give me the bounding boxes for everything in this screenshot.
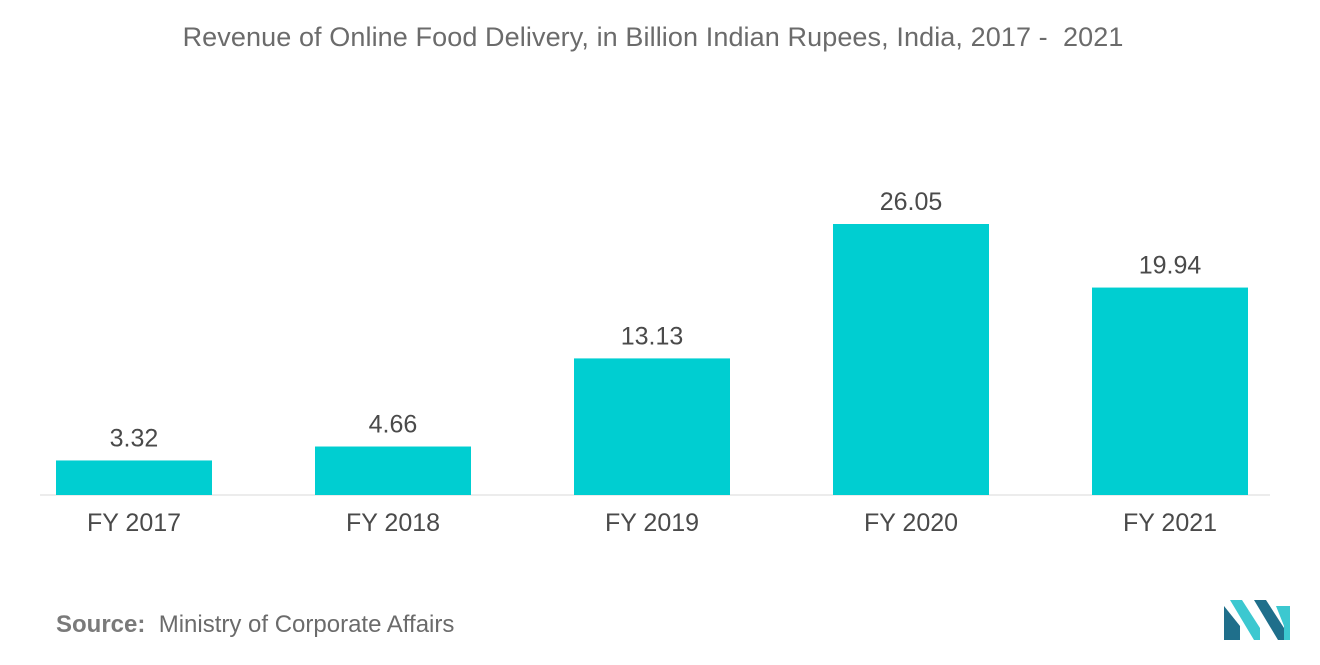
category-labels-group: FY 2017 FY 2018 FY 2019 FY 2020 FY 2021 bbox=[87, 509, 1217, 537]
bar-fy-2019 bbox=[574, 358, 730, 495]
chart-title: Revenue of Online Food Delivery, in Bill… bbox=[182, 22, 1124, 52]
bars-group bbox=[56, 224, 1248, 495]
category-label: FY 2017 bbox=[87, 509, 181, 537]
category-label: FY 2021 bbox=[1123, 509, 1217, 537]
value-labels-group: 3.32 4.66 13.13 26.05 19.94 bbox=[110, 188, 1202, 452]
value-label: 13.13 bbox=[621, 322, 684, 350]
mordor-logo-icon bbox=[1224, 600, 1290, 640]
source-text: Ministry of Corporate Affairs bbox=[158, 611, 455, 638]
bar-fy-2020 bbox=[833, 224, 989, 495]
category-label: FY 2018 bbox=[346, 509, 440, 537]
category-label: FY 2020 bbox=[864, 509, 958, 537]
value-label: 26.05 bbox=[880, 188, 943, 216]
category-label: FY 2019 bbox=[605, 509, 699, 537]
source-label: Source: bbox=[56, 611, 146, 638]
bar-fy-2017 bbox=[56, 460, 212, 495]
bar-fy-2021 bbox=[1092, 287, 1248, 495]
value-label: 3.32 bbox=[110, 424, 159, 452]
bar-fy-2018 bbox=[315, 446, 471, 495]
value-label: 19.94 bbox=[1139, 252, 1202, 280]
value-label: 4.66 bbox=[369, 411, 418, 439]
source-line: Source: Ministry of Corporate Affairs bbox=[56, 611, 454, 639]
